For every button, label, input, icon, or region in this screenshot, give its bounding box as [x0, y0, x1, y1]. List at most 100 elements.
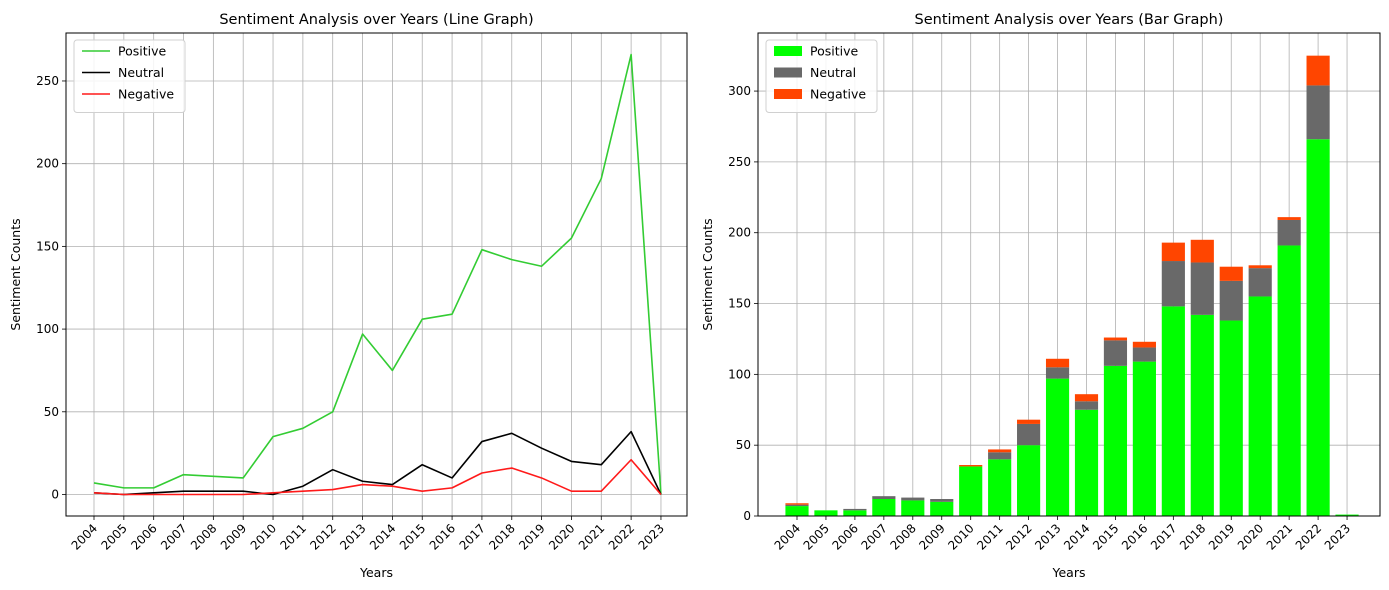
- series-line-negative: [93, 458, 662, 496]
- bar-chart-ylabel: Sentiment Counts: [700, 218, 715, 330]
- x-tick-label: 2018: [1177, 521, 1208, 552]
- y-tick-label: 0: [51, 487, 59, 501]
- bar-negative: [959, 465, 983, 467]
- y-tick-label: 250: [728, 155, 751, 169]
- bar-positive: [1045, 378, 1070, 516]
- series-line-neutral: [93, 430, 662, 496]
- x-tick-label: 2006: [830, 521, 861, 552]
- bar-neutral: [1045, 367, 1070, 379]
- y-tick-label: 100: [728, 367, 751, 381]
- legend-label-negative: Negative: [118, 87, 174, 102]
- x-tick-label: 2005: [98, 521, 129, 552]
- bar-positive: [1248, 296, 1272, 516]
- legend-swatch-negative: [774, 89, 802, 99]
- line-chart-legend: Positive Neutral Negative: [73, 39, 186, 113]
- x-tick-label: 2018: [486, 521, 517, 552]
- x-tick-label: 2004: [69, 521, 100, 552]
- bar-negative: [1074, 394, 1099, 402]
- series-line-positive: [93, 53, 662, 495]
- y-tick-label: 50: [736, 438, 751, 452]
- bar-neutral: [1103, 340, 1128, 366]
- x-tick-label: 2009: [218, 521, 249, 552]
- bar-chart-xlabel: Years: [1052, 565, 1086, 580]
- x-tick-label: 2019: [516, 521, 547, 552]
- line-chart-marks: [93, 53, 662, 496]
- x-tick-label: 2012: [1003, 521, 1034, 552]
- bar-negative: [1103, 337, 1128, 341]
- x-tick-label: 2011: [974, 521, 1005, 552]
- bar-positive: [843, 510, 867, 516]
- legend-swatch-neutral: [774, 67, 802, 78]
- x-tick-label: 2013: [337, 521, 368, 552]
- bar-neutral: [1219, 280, 1243, 321]
- bar-neutral: [1277, 219, 1301, 246]
- bar-neutral: [988, 452, 1012, 460]
- bar-positive: [1335, 514, 1359, 516]
- line-chart-ticks: 2004200520062007200820092010201120122013…: [36, 74, 667, 553]
- x-tick-label: 2023: [1322, 521, 1353, 552]
- bar-positive: [1161, 306, 1185, 516]
- x-tick-label: 2006: [128, 521, 159, 552]
- y-tick-label: 100: [36, 322, 59, 336]
- bar-positive: [959, 466, 983, 516]
- bar-negative: [1190, 239, 1214, 263]
- bar-negative: [1277, 217, 1301, 220]
- x-tick-label: 2022: [1293, 521, 1324, 552]
- bar-positive: [1132, 361, 1156, 516]
- y-tick-label: 0: [743, 509, 751, 523]
- x-tick-label: 2012: [307, 521, 338, 552]
- legend-label-positive: Positive: [810, 44, 858, 59]
- bar-negative: [1045, 358, 1070, 368]
- bar-positive: [1306, 139, 1330, 516]
- x-tick-label: 2021: [1264, 521, 1295, 552]
- bar-neutral: [1132, 347, 1156, 362]
- y-tick-label: 150: [36, 239, 59, 253]
- y-tick-label: 250: [36, 74, 59, 88]
- bar-positive: [872, 499, 896, 516]
- x-tick-label: 2014: [1061, 521, 1092, 552]
- bar-neutral: [872, 496, 896, 500]
- x-tick-label: 2014: [367, 521, 398, 552]
- x-tick-label: 2010: [945, 521, 976, 552]
- bar-neutral: [1074, 401, 1099, 410]
- bar-chart-marks: [785, 55, 1359, 516]
- x-tick-label: 2019: [1206, 521, 1237, 552]
- x-tick-label: 2011: [278, 521, 309, 552]
- bar-neutral: [1017, 423, 1041, 446]
- line-chart-frame: [65, 32, 688, 517]
- x-tick-label: 2009: [916, 521, 947, 552]
- bar-negative: [1219, 266, 1243, 281]
- line-chart-xlabel: Years: [359, 565, 393, 580]
- legend-label-negative: Negative: [810, 87, 866, 102]
- bar-positive: [901, 500, 925, 516]
- line-chart-title: Sentiment Analysis over Years (Line Grap…: [219, 12, 533, 28]
- x-tick-label: 2020: [546, 521, 577, 552]
- x-tick-label: 2007: [858, 521, 889, 552]
- bar-chart-legend: Positive Neutral Negative: [765, 39, 878, 113]
- legend-label-neutral: Neutral: [810, 65, 856, 80]
- x-tick-label: 2007: [158, 521, 189, 552]
- x-tick-label: 2020: [1235, 521, 1266, 552]
- x-tick-label: 2005: [801, 521, 832, 552]
- bar-neutral: [1161, 261, 1185, 307]
- bar-positive: [930, 501, 954, 516]
- x-tick-label: 2008: [887, 521, 918, 552]
- x-tick-label: 2021: [576, 521, 607, 552]
- legend-swatch-positive: [774, 46, 802, 56]
- bar-positive: [1219, 320, 1243, 516]
- x-tick-label: 2015: [1090, 521, 1121, 552]
- y-tick-label: 200: [728, 226, 751, 240]
- bar-chart-frame: [757, 32, 1381, 517]
- bar-neutral: [930, 499, 954, 502]
- bar-neutral: [843, 508, 867, 511]
- x-tick-label: 2022: [606, 521, 637, 552]
- y-tick-label: 50: [44, 405, 59, 419]
- legend-label-positive: Positive: [118, 44, 166, 59]
- bar-positive: [785, 506, 809, 516]
- y-tick-label: 300: [728, 84, 751, 98]
- x-tick-label: 2017: [457, 521, 488, 552]
- x-tick-label: 2016: [1119, 521, 1150, 552]
- bar-positive: [1103, 365, 1128, 516]
- bar-positive: [1190, 314, 1214, 516]
